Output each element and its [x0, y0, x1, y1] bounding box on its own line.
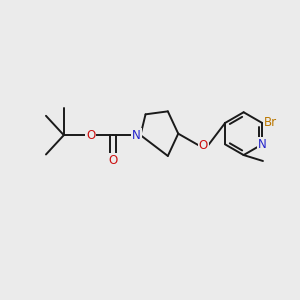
Text: O: O — [199, 139, 208, 152]
Text: Br: Br — [264, 116, 277, 130]
Text: N: N — [258, 138, 266, 151]
Text: O: O — [86, 129, 95, 142]
Text: N: N — [132, 129, 141, 142]
Text: O: O — [108, 154, 118, 167]
